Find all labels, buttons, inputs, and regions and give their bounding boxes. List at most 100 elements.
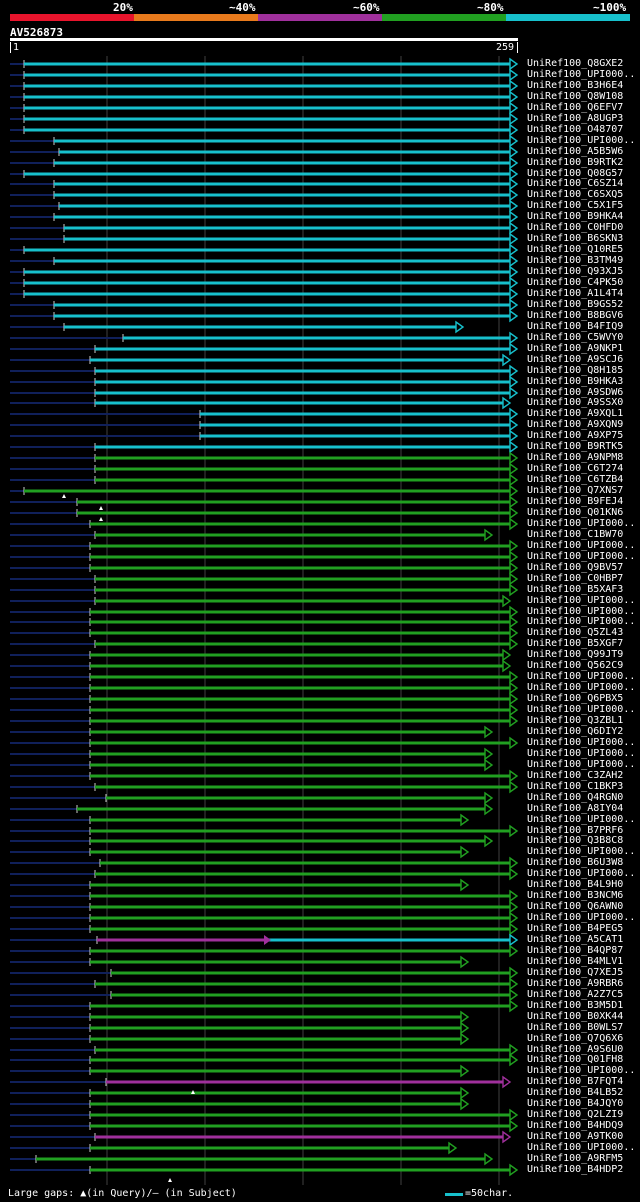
hit-row[interactable] bbox=[10, 900, 519, 914]
hit-row[interactable] bbox=[10, 966, 519, 980]
hit-label[interactable]: UniRef100_C6TZB4 bbox=[527, 474, 624, 485]
hit-row[interactable] bbox=[10, 386, 519, 400]
hit-row[interactable] bbox=[10, 572, 519, 586]
hit-label[interactable]: UniRef100_UPI000.. bbox=[527, 135, 636, 146]
hit-label[interactable]: UniRef100_UPI000.. bbox=[527, 682, 636, 693]
hit-row[interactable] bbox=[10, 429, 519, 443]
hit-row[interactable] bbox=[10, 353, 512, 367]
hit-label[interactable]: UniRef100_Q4RGN0 bbox=[527, 792, 624, 803]
hit-label[interactable]: UniRef100_A9XP75 bbox=[527, 430, 624, 441]
hit-row[interactable] bbox=[10, 1097, 470, 1111]
hit-row[interactable] bbox=[10, 1032, 470, 1046]
hit-row[interactable] bbox=[10, 605, 519, 619]
hit-row[interactable] bbox=[10, 637, 519, 651]
hit-row[interactable] bbox=[10, 813, 470, 827]
hit-label[interactable]: UniRef100_Q8W108 bbox=[527, 91, 624, 102]
hit-label[interactable]: UniRef100_Q01KN6 bbox=[527, 507, 624, 518]
hit-row[interactable] bbox=[10, 944, 519, 958]
hit-label[interactable]: UniRef100_B3TM49 bbox=[527, 255, 624, 266]
hit-row[interactable] bbox=[10, 824, 519, 838]
hit-row[interactable] bbox=[10, 725, 494, 739]
hit-row[interactable] bbox=[10, 309, 519, 323]
hit-row[interactable] bbox=[10, 714, 519, 728]
hit-row[interactable] bbox=[10, 911, 519, 925]
hit-row[interactable] bbox=[10, 769, 519, 783]
hit-row[interactable] bbox=[10, 1130, 512, 1144]
hit-label[interactable]: UniRef100_Q6PBX5 bbox=[527, 693, 624, 704]
hit-label[interactable]: UniRef100_A1L4T4 bbox=[527, 288, 624, 299]
hit-row[interactable] bbox=[10, 484, 519, 498]
hit-row[interactable] bbox=[10, 134, 519, 148]
hit-row[interactable] bbox=[10, 977, 519, 991]
hit-row[interactable] bbox=[10, 265, 519, 279]
hit-label[interactable]: UniRef100_B9RTK2 bbox=[527, 157, 624, 168]
hit-row[interactable] bbox=[10, 1021, 470, 1035]
hit-row[interactable] bbox=[10, 506, 519, 520]
hit-row[interactable] bbox=[10, 221, 519, 235]
hit-row[interactable] bbox=[10, 123, 519, 137]
hit-label[interactable]: UniRef100_Q3B8C8 bbox=[527, 835, 624, 846]
hit-label[interactable]: UniRef100_C0HFD0 bbox=[527, 222, 624, 233]
hit-row[interactable] bbox=[10, 364, 519, 378]
hit-label[interactable]: UniRef100_UPI000.. bbox=[527, 704, 636, 715]
hit-label[interactable]: UniRef100_Q7XEJ5 bbox=[527, 967, 624, 978]
hit-row[interactable] bbox=[10, 167, 519, 181]
hit-label[interactable]: UniRef100_B9HKA3 bbox=[527, 376, 624, 387]
hit-label[interactable]: UniRef100_UPI000.. bbox=[527, 616, 636, 627]
hit-label[interactable]: UniRef100_A8UGP3 bbox=[527, 113, 624, 124]
hit-row[interactable] bbox=[10, 615, 519, 629]
hit-label[interactable]: UniRef100_A9TK00 bbox=[527, 1131, 624, 1142]
hit-label[interactable]: UniRef100_A9NPM8 bbox=[527, 452, 624, 463]
hit-row[interactable] bbox=[10, 396, 512, 410]
hit-row[interactable] bbox=[10, 758, 494, 772]
hit-row[interactable] bbox=[10, 594, 512, 608]
hit-label[interactable]: UniRef100_A9XQN9 bbox=[527, 419, 624, 430]
hit-label[interactable]: UniRef100_A9NKP1 bbox=[527, 343, 624, 354]
hit-label[interactable]: UniRef100_A9RFM5 bbox=[527, 1153, 624, 1164]
hit-label[interactable]: UniRef100_Q5ZL43 bbox=[527, 627, 624, 638]
hit-row[interactable] bbox=[10, 999, 519, 1013]
hit-row[interactable] bbox=[10, 561, 519, 575]
hit-label[interactable]: UniRef100_C3ZAH2 bbox=[527, 770, 624, 781]
hit-label[interactable]: UniRef100_B8BGV6 bbox=[527, 310, 624, 321]
hit-row[interactable] bbox=[10, 1163, 519, 1177]
hit-label[interactable]: UniRef100_B3H6E4 bbox=[527, 80, 624, 91]
hit-row[interactable] bbox=[10, 79, 519, 93]
hit-row[interactable] bbox=[10, 626, 519, 640]
hit-row[interactable] bbox=[10, 1043, 519, 1057]
hit-label[interactable]: UniRef100_A5B5W6 bbox=[527, 146, 624, 157]
hit-label[interactable]: UniRef100_Q8GXE2 bbox=[527, 58, 624, 69]
hit-row[interactable] bbox=[10, 495, 519, 509]
hit-label[interactable]: UniRef100_B4HDQ9 bbox=[527, 1120, 624, 1131]
hit-label[interactable]: UniRef100_UPI000.. bbox=[527, 868, 636, 879]
hit-label[interactable]: UniRef100_B4FIQ9 bbox=[527, 321, 624, 332]
hit-row[interactable] bbox=[10, 933, 519, 947]
hit-row[interactable] bbox=[10, 550, 519, 564]
hit-row[interactable] bbox=[10, 101, 519, 115]
hit-row[interactable] bbox=[10, 342, 519, 356]
hit-label[interactable]: UniRef100_B7FQT4 bbox=[527, 1076, 624, 1087]
hit-label[interactable]: UniRef100_A9SCJ6 bbox=[527, 354, 624, 365]
hit-label[interactable]: UniRef100_Q6AWN0 bbox=[527, 901, 624, 912]
hit-row[interactable] bbox=[10, 1108, 519, 1122]
hit-row[interactable] bbox=[10, 320, 465, 334]
hit-row[interactable] bbox=[10, 188, 519, 202]
hit-label[interactable]: UniRef100_B5XGF7 bbox=[527, 638, 624, 649]
hit-label[interactable]: UniRef100_UPI000.. bbox=[527, 1065, 636, 1076]
hit-label[interactable]: UniRef100_C1BKP3 bbox=[527, 781, 624, 792]
hit-row[interactable] bbox=[10, 955, 470, 969]
hit-label[interactable]: UniRef100_C5X1F5 bbox=[527, 200, 624, 211]
hit-row[interactable] bbox=[10, 539, 519, 553]
hit-row[interactable] bbox=[10, 1075, 512, 1089]
hit-row[interactable] bbox=[10, 583, 519, 597]
hit-label[interactable]: UniRef100_C6SXQ5 bbox=[527, 189, 624, 200]
hit-label[interactable]: UniRef100_Q8H185 bbox=[527, 365, 624, 376]
hit-row[interactable] bbox=[10, 780, 519, 794]
hit-label[interactable]: UniRef100_UPI000.. bbox=[527, 846, 636, 857]
hit-label[interactable]: UniRef100_B0XK44 bbox=[527, 1011, 624, 1022]
hit-label[interactable]: UniRef100_Q01FH8 bbox=[527, 1054, 624, 1065]
hit-row[interactable] bbox=[10, 670, 519, 684]
hit-row[interactable] bbox=[10, 243, 519, 257]
hit-label[interactable]: UniRef100_B9GS52 bbox=[527, 299, 624, 310]
hit-label[interactable]: UniRef100_C0HBP7 bbox=[527, 573, 624, 584]
